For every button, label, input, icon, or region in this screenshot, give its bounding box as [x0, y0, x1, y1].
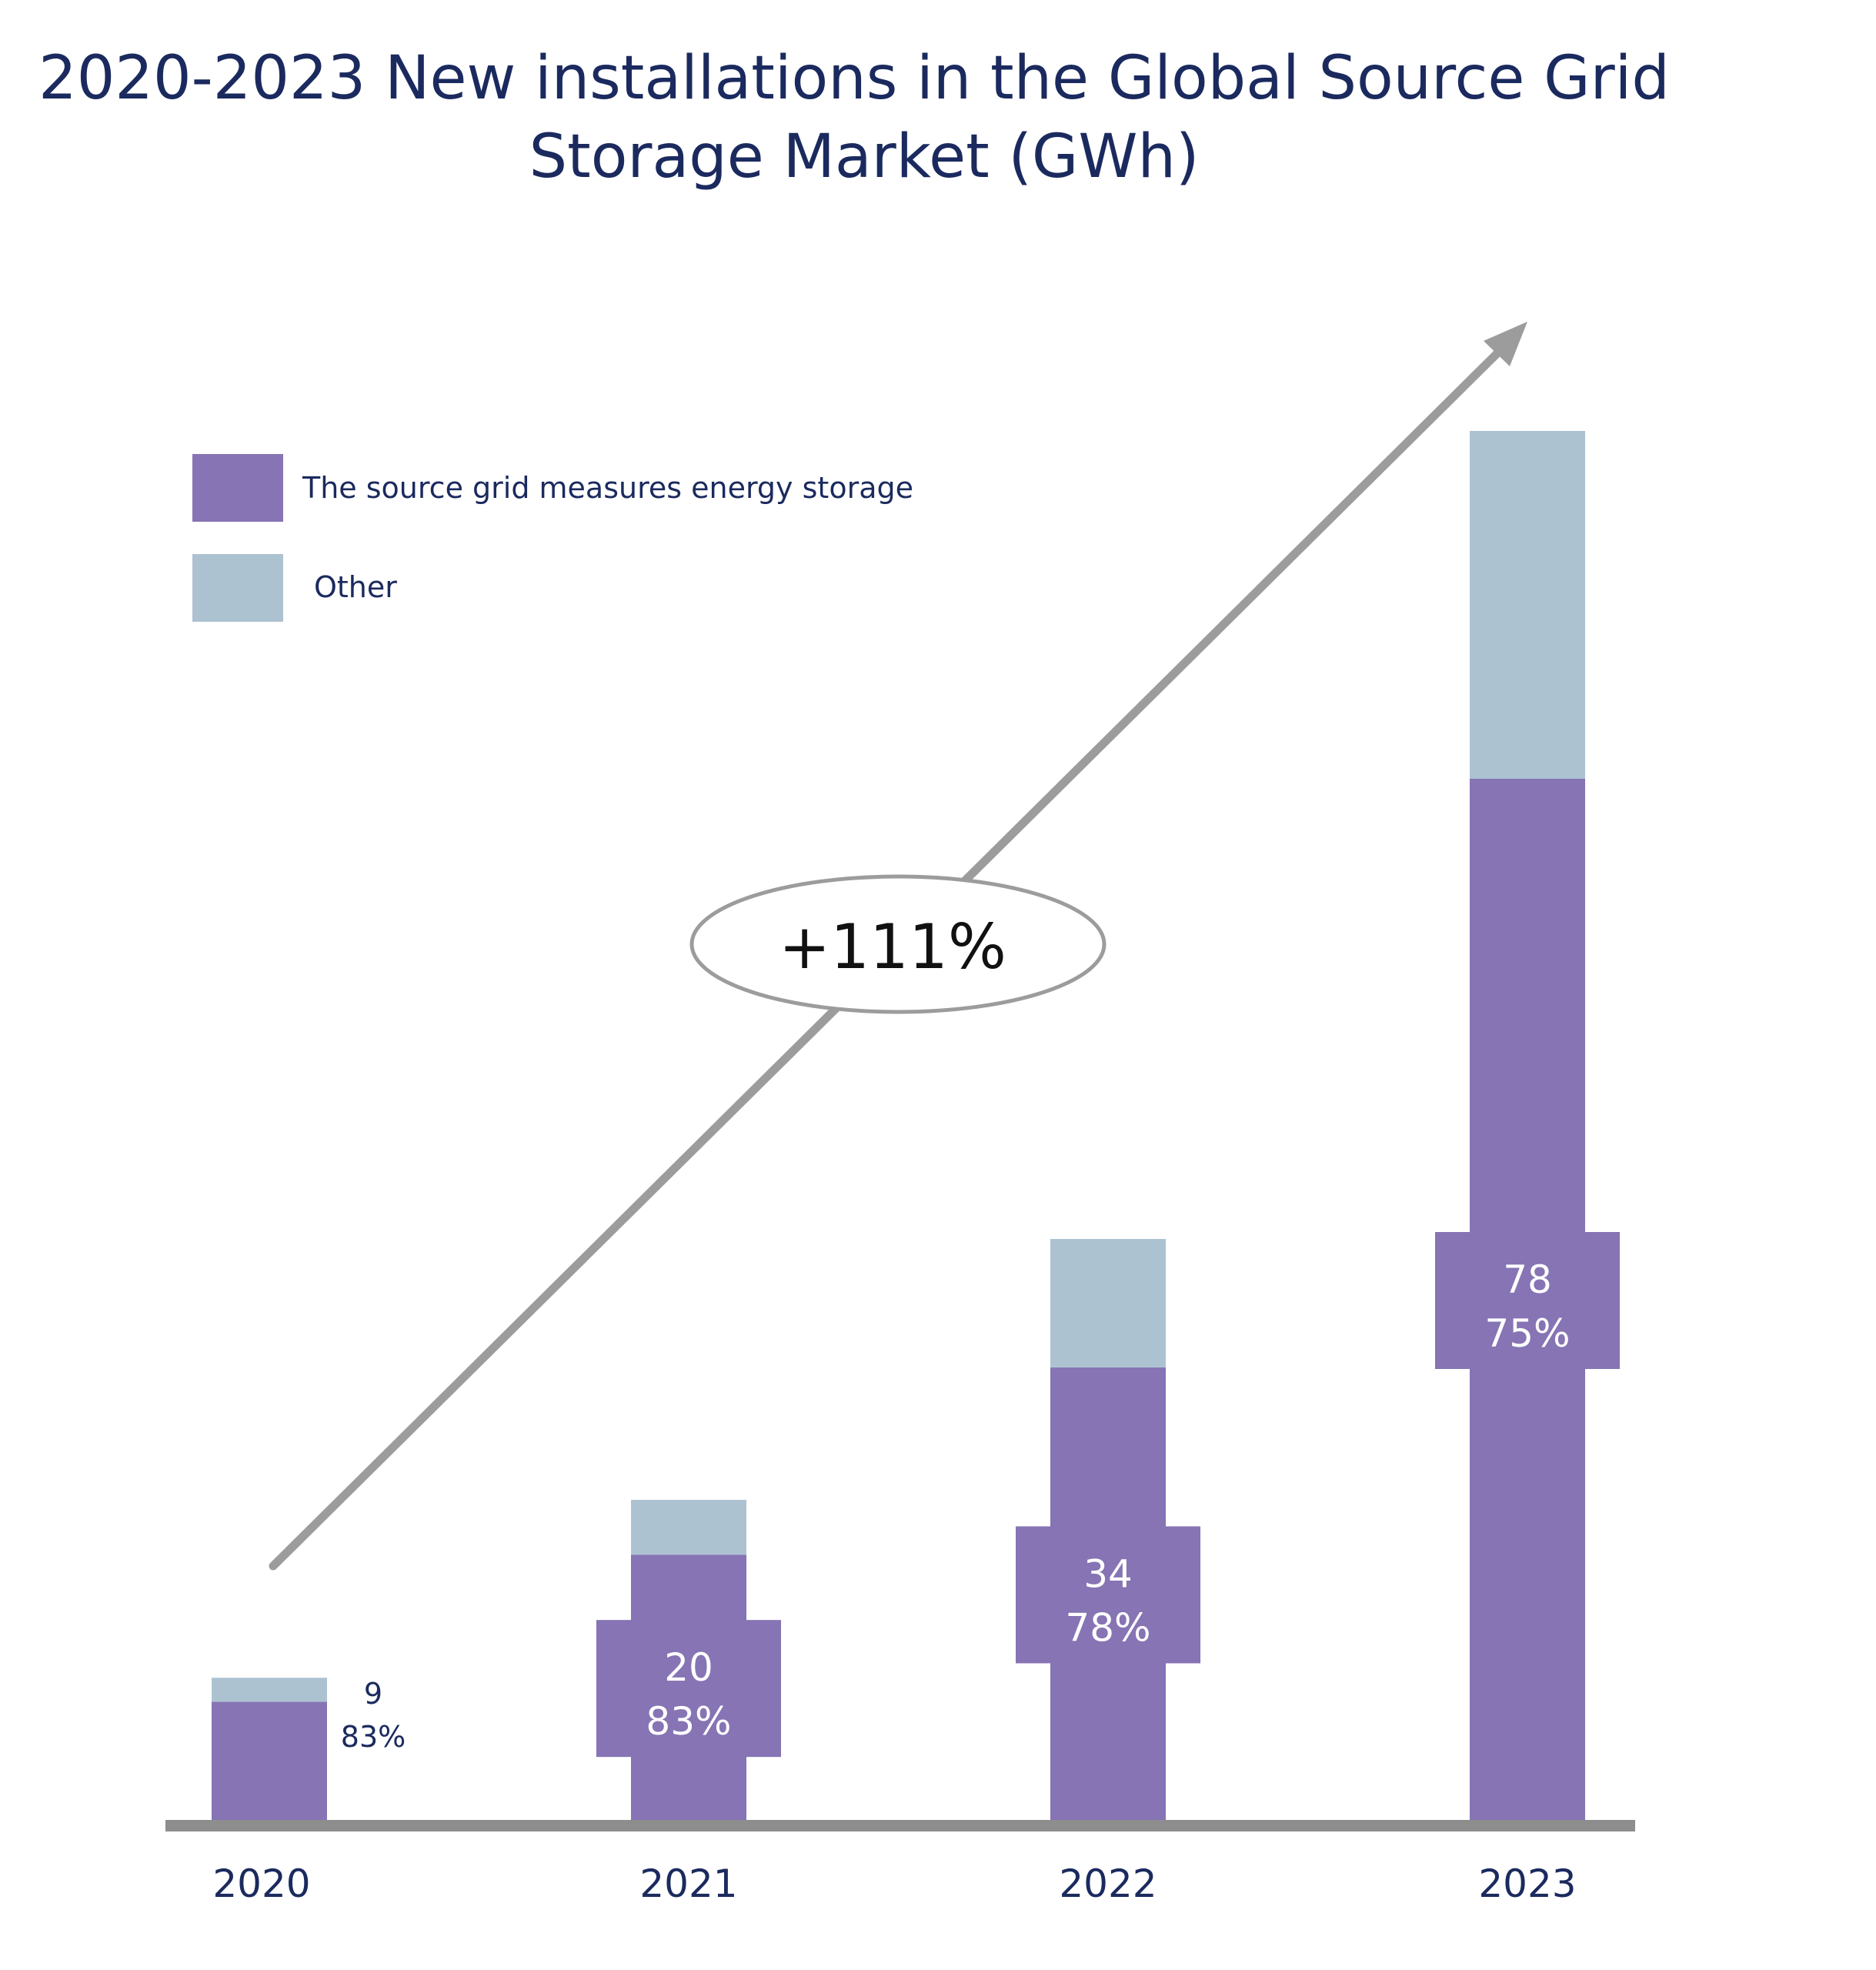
data-label-share-2023: 75%: [1484, 1311, 1570, 1356]
legend: The source grid measures energy storage …: [192, 454, 913, 622]
legend-swatch-source-grid: [192, 454, 283, 522]
x-tick-2020: 2020: [212, 1861, 310, 1906]
growth-annotation: +111%: [269, 322, 1527, 1571]
bar-2023-other: [1470, 431, 1585, 779]
bar-2021-other: [631, 1500, 746, 1555]
data-labels: 9 83% 20 83% 34 78% 78 75%: [341, 1232, 1620, 1758]
data-label-value-2021: 20: [664, 1645, 713, 1690]
chart-title-line-1: 2020-2023 New installations in the Globa…: [38, 44, 1670, 113]
growth-ellipse: [689, 874, 1107, 1014]
growth-arrow-head: [1484, 322, 1527, 366]
growth-label: +111%: [779, 911, 1006, 983]
x-tick-2023: 2023: [1478, 1861, 1576, 1906]
x-axis-baseline: [165, 1820, 1635, 1831]
legend-label-other: Other: [314, 570, 397, 604]
legend-label-source-grid: The source grid measures energy storage: [302, 471, 913, 505]
data-label-share-2021: 83%: [646, 1699, 731, 1744]
chart-title-line-2: Storage Market (GWh): [529, 122, 1200, 192]
x-axis-ticks: 2020 2021 2022 2023: [212, 1861, 1576, 1906]
data-label-box-2022: [1016, 1526, 1200, 1664]
x-tick-2022: 2022: [1059, 1861, 1157, 1906]
data-label-box-2023: [1435, 1232, 1620, 1369]
bars: [212, 431, 1585, 1822]
bar-2020-other: [212, 1678, 327, 1702]
data-label-share-2022: 78%: [1065, 1605, 1150, 1650]
bar-2020-source-grid: [212, 1701, 327, 1822]
data-label-share-2020: 83%: [341, 1720, 406, 1754]
bar-2022-other: [1050, 1239, 1166, 1367]
data-label-value-2023: 78: [1503, 1257, 1552, 1302]
x-tick-2021: 2021: [639, 1861, 737, 1906]
data-label-value-2020: 9: [364, 1677, 382, 1711]
data-label-box-2021: [596, 1620, 781, 1758]
legend-swatch-other: [192, 554, 283, 622]
chart-title: 2020-2023 New installations in the Globa…: [38, 44, 1670, 192]
data-label-value-2022: 34: [1083, 1551, 1133, 1596]
